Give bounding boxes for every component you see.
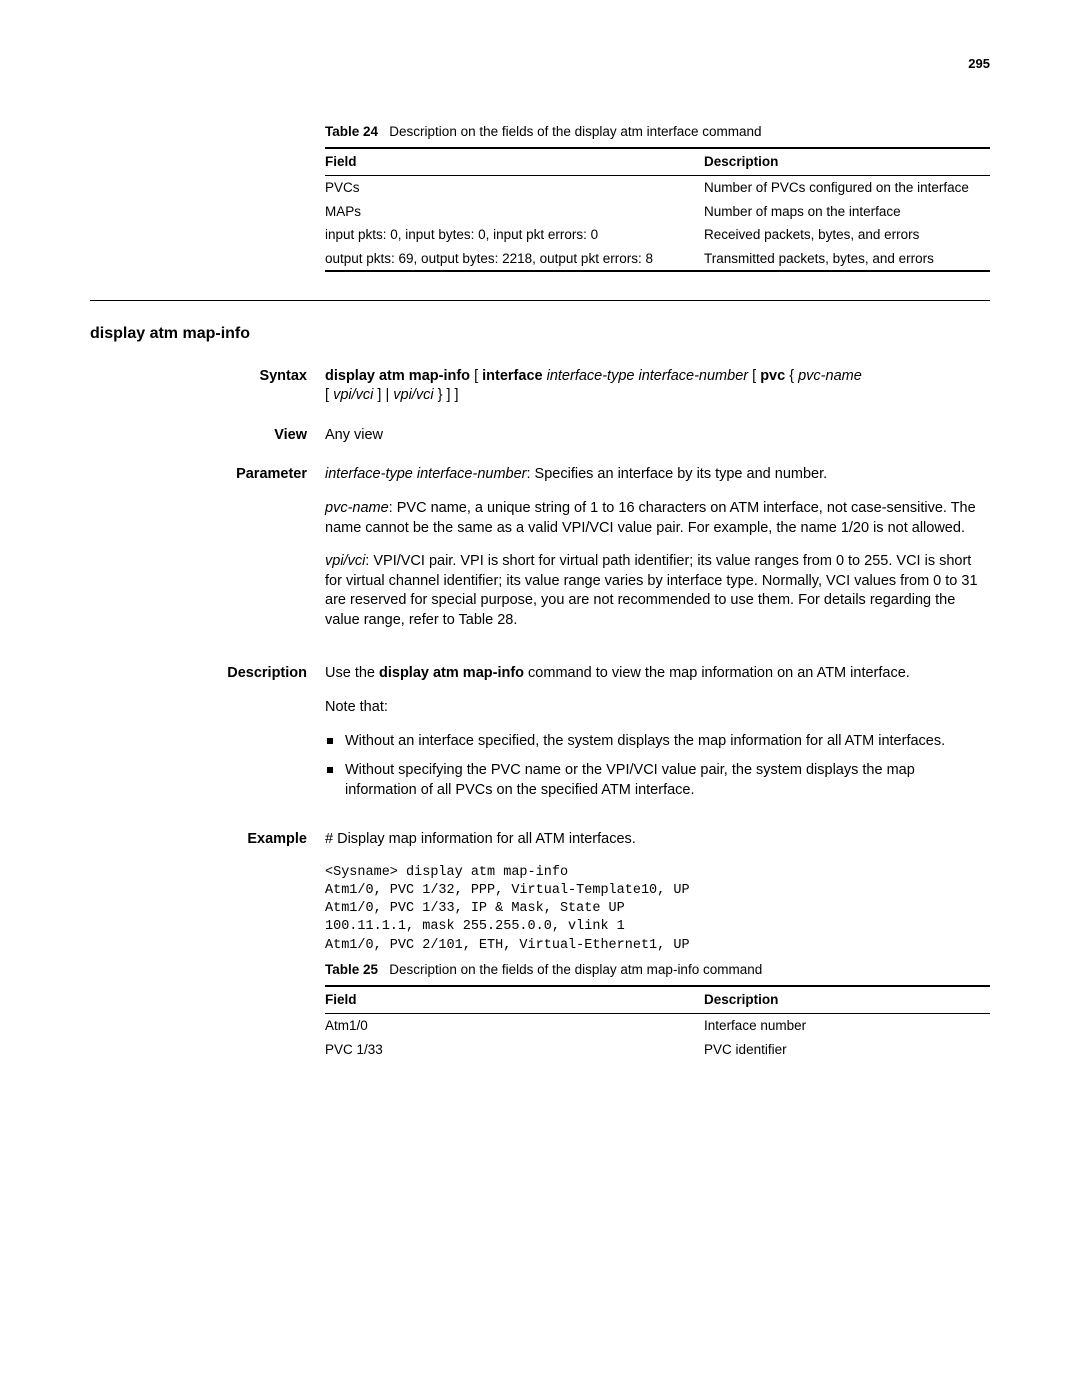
example-code: <Sysname> display atm map-info Atm1/0, P… <box>325 864 990 955</box>
param-em: interface-type interface-number <box>325 466 527 482</box>
desc-bold: display atm map-info <box>379 665 524 681</box>
table25-caption-text: Description on the fields of the display… <box>389 962 762 977</box>
th-desc: Description <box>704 149 990 175</box>
syntax-body: display atm map-info [ interface interfa… <box>325 367 990 406</box>
syntax-kw: interface <box>482 368 542 384</box>
syntax-arg: vpi/vci <box>393 387 433 403</box>
table25-caption-label: Table 25 <box>325 962 378 977</box>
param-p3: vpi/vci: VPI/VCI pair. VPI is short for … <box>325 552 990 630</box>
table-row: MAPs Number of maps on the interface <box>325 200 990 224</box>
list-item: Without specifying the PVC name or the V… <box>325 761 990 800</box>
syntax-arg: interface-type interface-number <box>547 368 749 384</box>
table24-caption-text: Description on the fields of the display… <box>389 124 761 139</box>
example-label: Example <box>90 830 325 850</box>
syntax-label: Syntax <box>90 367 325 387</box>
table-row: output pkts: 69, output bytes: 2218, out… <box>325 247 990 271</box>
cell-field: PVC 1/33 <box>325 1038 704 1062</box>
view-body: Any view <box>325 426 990 446</box>
param-em: pvc-name <box>325 500 389 516</box>
syntax-txt: ] | <box>373 387 393 403</box>
param-txt: : PVC name, a unique string of 1 to 16 c… <box>325 500 976 536</box>
parameter-label: Parameter <box>90 465 325 485</box>
syntax-kw: display atm map-info <box>325 368 470 384</box>
table24-caption-label: Table 24 <box>325 124 378 139</box>
cell-desc: Number of PVCs configured on the interfa… <box>704 176 990 200</box>
cell-desc: PVC identifier <box>704 1038 990 1062</box>
syntax-txt: } ] ] <box>434 387 459 403</box>
view-label: View <box>90 426 325 446</box>
example-lead: # Display map information for all ATM in… <box>325 830 990 850</box>
syntax-txt: [ <box>325 387 333 403</box>
syntax-txt: { <box>789 368 798 384</box>
cell-field: output pkts: 69, output bytes: 2218, out… <box>325 247 704 271</box>
section-title: display atm map-info <box>90 323 990 345</box>
desc-post: command to view the map information on a… <box>524 665 910 681</box>
syntax-txt: [ <box>752 368 760 384</box>
cell-desc: Number of maps on the interface <box>704 200 990 224</box>
description-label: Description <box>90 664 325 684</box>
cell-desc: Received packets, bytes, and errors <box>704 223 990 247</box>
param-p2: pvc-name: PVC name, a unique string of 1… <box>325 499 990 538</box>
syntax-arg: vpi/vci <box>333 387 373 403</box>
th-field: Field <box>325 149 704 175</box>
table-row: PVCs Number of PVCs configured on the in… <box>325 176 990 200</box>
page-number: 295 <box>90 55 990 73</box>
table-row: input pkts: 0, input bytes: 0, input pkt… <box>325 223 990 247</box>
desc-main: Use the display atm map-info command to … <box>325 664 990 684</box>
cell-desc: Interface number <box>704 1014 990 1038</box>
syntax-arg: pvc-name <box>798 368 862 384</box>
table24: Field Description PVCs Number of PVCs co… <box>325 149 990 270</box>
th-field: Field <box>325 987 704 1013</box>
desc-note: Note that: <box>325 698 990 718</box>
cell-desc: Transmitted packets, bytes, and errors <box>704 247 990 271</box>
param-em: vpi/vci <box>325 553 365 569</box>
param-txt: : VPI/VCI pair. VPI is short for virtual… <box>325 553 978 628</box>
cell-field: input pkts: 0, input bytes: 0, input pkt… <box>325 223 704 247</box>
cell-field: MAPs <box>325 200 704 224</box>
syntax-kw: pvc <box>760 368 785 384</box>
desc-bullets: Without an interface specified, the syst… <box>325 732 990 801</box>
table24-caption: Table 24 Description on the fields of th… <box>325 123 990 141</box>
param-p1: interface-type interface-number: Specifi… <box>325 465 990 485</box>
table-row: Atm1/0 Interface number <box>325 1014 990 1038</box>
cell-field: Atm1/0 <box>325 1014 704 1038</box>
param-txt: : Specifies an interface by its type and… <box>527 466 828 482</box>
cell-field: PVCs <box>325 176 704 200</box>
table-row: PVC 1/33 PVC identifier <box>325 1038 990 1062</box>
th-desc: Description <box>704 987 990 1013</box>
list-item: Without an interface specified, the syst… <box>325 732 990 752</box>
desc-pre: Use the <box>325 665 379 681</box>
section-divider <box>90 300 990 301</box>
table25: Field Description Atm1/0 Interface numbe… <box>325 987 990 1061</box>
table25-caption: Table 25 Description on the fields of th… <box>325 961 990 979</box>
syntax-txt: [ <box>474 368 482 384</box>
rule <box>325 270 990 272</box>
